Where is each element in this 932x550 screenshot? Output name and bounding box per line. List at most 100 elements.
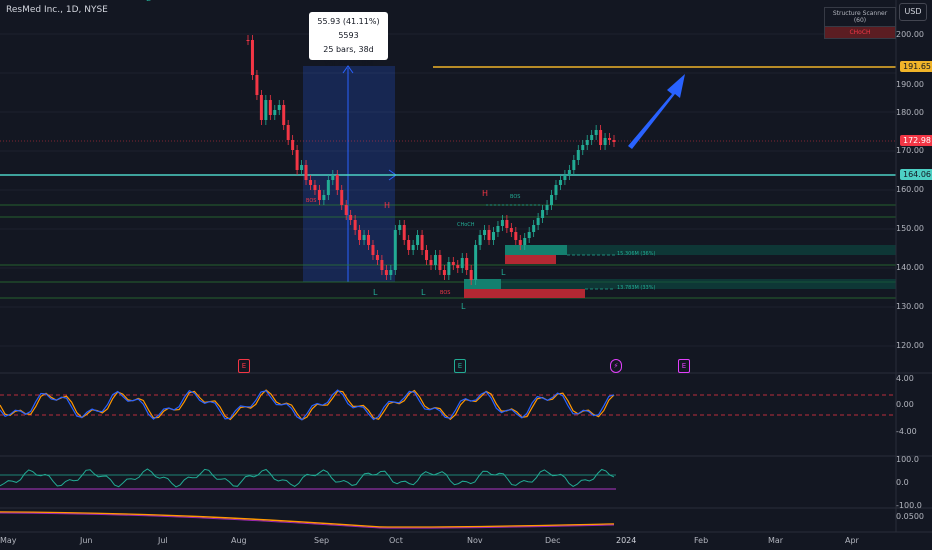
candle-body bbox=[389, 270, 393, 275]
candle-body bbox=[465, 258, 469, 270]
candle-body bbox=[558, 180, 562, 185]
candle-body bbox=[277, 105, 281, 110]
candle-body bbox=[308, 180, 312, 185]
candle-body bbox=[411, 245, 415, 250]
osc-tick: 4.00 bbox=[896, 374, 914, 383]
low-label: L bbox=[373, 288, 378, 297]
event-label: E bbox=[681, 362, 687, 370]
candle-body bbox=[447, 262, 451, 275]
osc-tick: 0.00 bbox=[896, 400, 914, 409]
scanner-title: Structure Scanner (60) bbox=[832, 10, 888, 24]
candle-body bbox=[353, 220, 357, 230]
candle-body bbox=[304, 165, 308, 180]
candle-body bbox=[259, 95, 263, 120]
time-tick: Apr bbox=[845, 536, 859, 545]
candle-body bbox=[541, 210, 545, 218]
level-price-tag: 164.06 bbox=[900, 169, 932, 180]
candle-body bbox=[358, 230, 362, 240]
candle-body bbox=[545, 205, 549, 210]
time-tick: Nov bbox=[467, 536, 483, 545]
zone-volume-label: 15.306M (36%) bbox=[617, 251, 656, 257]
candle-body bbox=[451, 262, 455, 265]
high-label: H bbox=[384, 201, 391, 210]
candle-body bbox=[505, 220, 509, 228]
candle-body bbox=[375, 255, 379, 260]
time-tick: Oct bbox=[389, 536, 403, 545]
candle-body bbox=[567, 170, 571, 175]
candle-body bbox=[491, 232, 495, 240]
candle-body bbox=[527, 232, 531, 238]
candle-body bbox=[282, 105, 286, 125]
candle-body bbox=[478, 235, 482, 245]
candle-body bbox=[518, 240, 522, 245]
candle-body bbox=[438, 255, 442, 270]
event-label: ⚡ bbox=[613, 362, 619, 370]
rsi-line bbox=[0, 468, 615, 488]
earnings-event-icon[interactable]: E bbox=[678, 359, 690, 373]
rsi-tick: 0.0 bbox=[896, 478, 909, 487]
candle-body bbox=[581, 145, 585, 150]
high-label: H bbox=[482, 189, 489, 198]
candle-body bbox=[398, 225, 402, 230]
measure-bars: 25 bars, 38d bbox=[323, 45, 374, 54]
time-tick: 2024 bbox=[616, 536, 637, 545]
supply-zone-1 bbox=[505, 255, 556, 264]
candle-body bbox=[612, 140, 616, 142]
low-label: L bbox=[501, 268, 506, 277]
candle-body bbox=[322, 195, 326, 200]
measure-arrow-head-up bbox=[342, 65, 354, 74]
price-tick: 170.00 bbox=[896, 146, 924, 155]
scanner-value: CHoCH bbox=[825, 26, 895, 38]
osc-line-blue bbox=[0, 389, 615, 421]
candle-body bbox=[469, 270, 473, 280]
candle-body bbox=[407, 240, 411, 250]
time-tick: Jul bbox=[158, 536, 168, 545]
candle-body bbox=[340, 190, 344, 205]
supply-zone-2 bbox=[464, 289, 585, 298]
candle-body bbox=[264, 100, 268, 120]
choch-label: CHoCH bbox=[457, 222, 475, 228]
candle-body bbox=[474, 245, 478, 280]
candle-body bbox=[550, 195, 554, 205]
measure-zone bbox=[303, 66, 395, 282]
candle-body bbox=[536, 218, 540, 225]
osc-line-orange bbox=[0, 389, 615, 421]
time-tick: May bbox=[0, 536, 17, 545]
candle-body bbox=[402, 225, 406, 240]
symbol-title[interactable]: ResMed Inc., 1D, NYSE bbox=[6, 5, 108, 15]
candle-body bbox=[429, 260, 433, 265]
bottom-tick: 0.0500 bbox=[896, 512, 924, 521]
earnings-event-icon[interactable]: E bbox=[238, 359, 250, 373]
osc-tick: -4.00 bbox=[896, 427, 917, 436]
price-tick: 140.00 bbox=[896, 263, 924, 272]
rsi-tick: -100.0 bbox=[896, 501, 922, 510]
candle-body bbox=[500, 220, 504, 226]
time-tick: Feb bbox=[694, 536, 709, 545]
candle-body bbox=[608, 138, 612, 140]
candle-body bbox=[456, 265, 460, 268]
currency-button[interactable]: USD bbox=[899, 3, 927, 21]
candle-body bbox=[509, 228, 513, 232]
candle-body bbox=[590, 135, 594, 140]
bos-label: BOS bbox=[440, 290, 451, 296]
time-tick: Jun bbox=[80, 536, 93, 545]
candle-body bbox=[487, 230, 491, 240]
candle-body bbox=[514, 232, 518, 240]
event-label: E bbox=[457, 362, 463, 370]
price-tick: 150.00 bbox=[896, 224, 924, 233]
price-tick: 190.00 bbox=[896, 80, 924, 89]
time-tick: Sep bbox=[314, 536, 330, 545]
low-label: L bbox=[461, 302, 466, 311]
rsi-tick: 100.0 bbox=[896, 455, 919, 464]
demand-zone-1 bbox=[505, 245, 896, 255]
time-tick: Dec bbox=[545, 536, 561, 545]
dividend-event-icon[interactable]: ⚡ bbox=[610, 359, 622, 373]
candle-body bbox=[349, 215, 353, 220]
price-tick: 130.00 bbox=[896, 302, 924, 311]
target-price-tag: 191.65 bbox=[900, 61, 932, 72]
earnings-event-icon[interactable]: E bbox=[454, 359, 466, 373]
candle-body bbox=[273, 110, 277, 115]
candle-body bbox=[300, 165, 304, 170]
demand-zone-1-core bbox=[505, 245, 567, 255]
